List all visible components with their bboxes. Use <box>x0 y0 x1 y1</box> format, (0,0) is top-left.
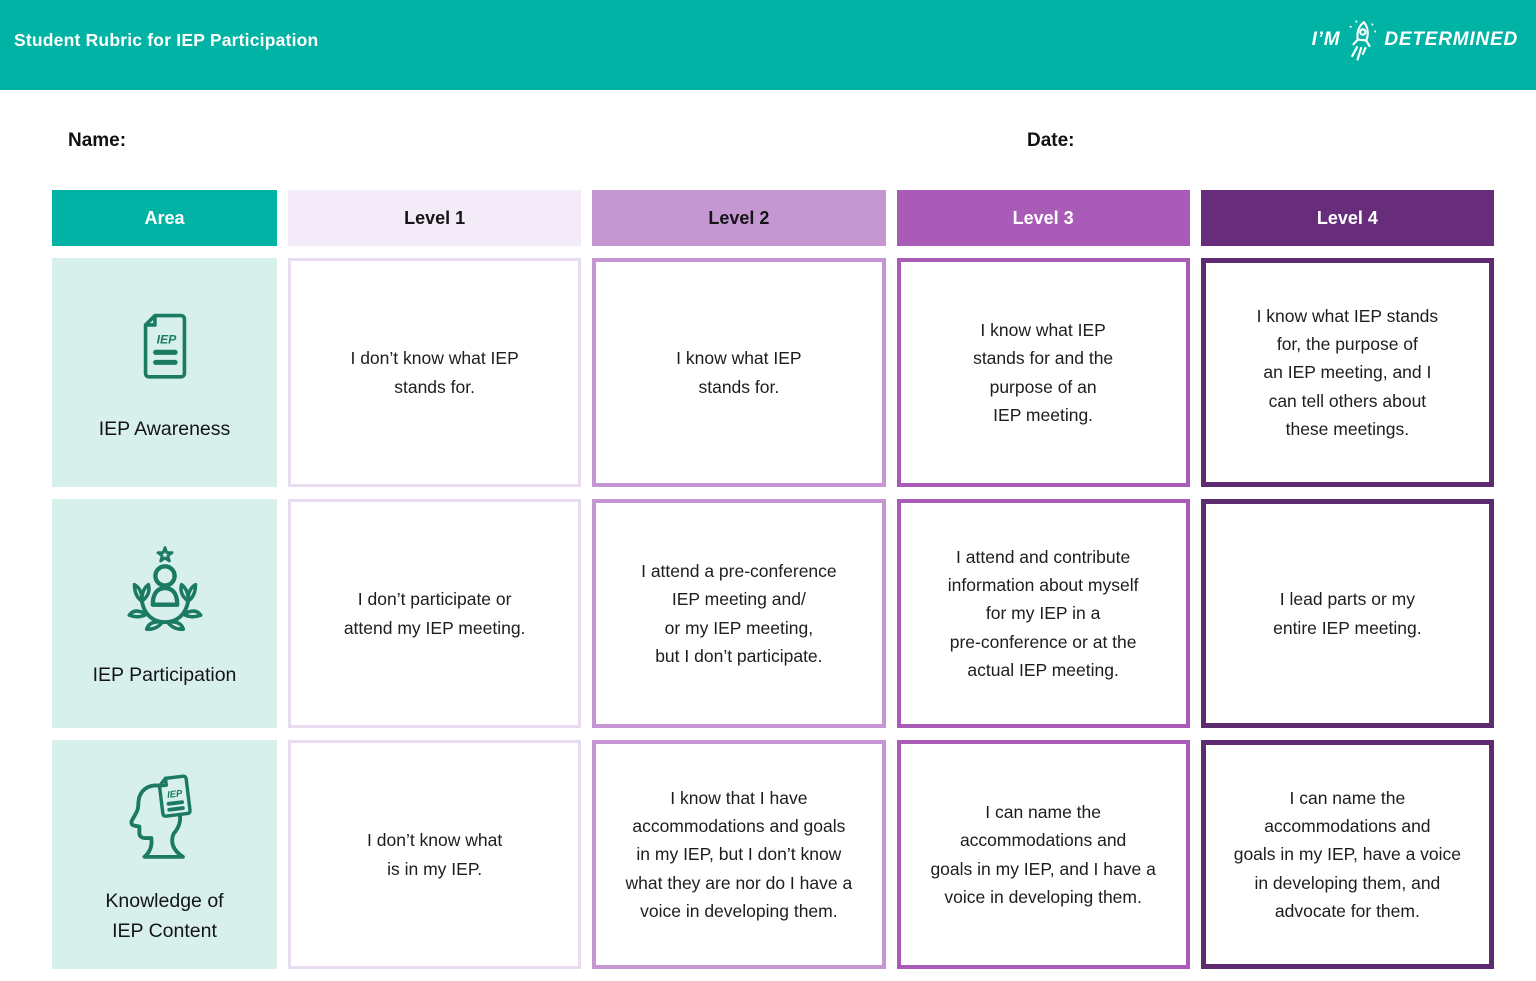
rubric-cell-knowledge-l2: I know that I have accommodations and go… <box>592 740 886 969</box>
svg-text:IEP: IEP <box>166 787 183 800</box>
im-determined-logo: I’M DETERMINED <box>1312 19 1518 61</box>
area-label: IEP Participation <box>92 663 237 686</box>
person-laurel-star-icon <box>117 541 213 637</box>
area-cell-iep-awareness: IEP IEP Awareness <box>52 258 277 487</box>
rubric-cell-participation-l2: I attend a pre-conference IEP meeting an… <box>592 499 886 728</box>
rocket-icon <box>1345 19 1379 61</box>
logo-im-text: I’M <box>1311 29 1341 50</box>
header-level-1: Level 1 <box>288 190 582 246</box>
logo-determined-text: DETERMINED <box>1384 29 1518 50</box>
header-area: Area <box>52 190 277 246</box>
header-level-4: Level 4 <box>1200 190 1494 246</box>
meta-row: Name: Date: <box>0 130 1536 154</box>
header-level-3: Level 3 <box>896 190 1190 246</box>
svg-text:IEP: IEP <box>156 333 177 347</box>
rubric-table: Area Level 1 Level 2 Level 3 Level 4 IEP… <box>52 190 1494 969</box>
rubric-cell-awareness-l3: I know what IEP stands for and the purpo… <box>896 258 1190 487</box>
head-profile-document-icon: IEP <box>118 767 212 863</box>
iep-document-icon: IEP <box>129 305 201 391</box>
rubric-cell-participation-l1: I don’t participate or attend my IEP mee… <box>288 499 582 728</box>
rubric-cell-participation-l3: I attend and contribute information abou… <box>896 499 1190 728</box>
header-level-2: Level 2 <box>592 190 886 246</box>
date-label: Date: <box>1027 130 1075 151</box>
area-cell-iep-participation: IEP Participation <box>52 499 277 728</box>
area-label: Knowledge of IEP Content <box>105 890 224 942</box>
rubric-cell-participation-l4: I lead parts or my entire IEP meeting. <box>1200 499 1494 728</box>
rubric-cell-knowledge-l1: I don’t know what is in my IEP. <box>288 740 582 969</box>
rubric-cell-knowledge-l4: I can name the accommodations and goals … <box>1200 740 1494 969</box>
page-title: Student Rubric for IEP Participation <box>14 29 319 50</box>
area-cell-knowledge-iep-content: IEP Knowledge of IEP Content <box>52 740 277 969</box>
rubric-cell-knowledge-l3: I can name the accommodations and goals … <box>896 740 1190 969</box>
rubric-cell-awareness-l2: I know what IEP stands for. <box>592 258 886 487</box>
top-banner: Student Rubric for IEP Participation I’M… <box>0 0 1536 90</box>
name-label: Name: <box>68 130 127 151</box>
rubric-cell-awareness-l1: I don’t know what IEP stands for. <box>288 258 582 487</box>
area-label: IEP Awareness <box>98 417 231 440</box>
rubric-cell-awareness-l4: I know what IEP stands for, the purpose … <box>1200 258 1494 487</box>
